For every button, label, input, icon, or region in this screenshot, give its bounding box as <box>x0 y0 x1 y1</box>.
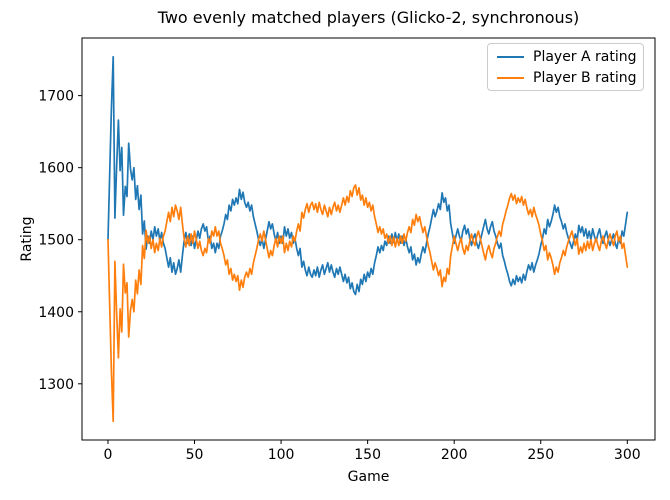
player-a-line-swatch <box>497 55 524 58</box>
axes-spines <box>81 37 656 441</box>
x-tick-label: 50 <box>186 447 204 463</box>
x-tick-label: 100 <box>268 447 295 463</box>
y-tick-label: 1500 <box>38 233 74 249</box>
player-b-line-swatch <box>497 76 524 79</box>
y-axis-label: Rating <box>19 216 35 262</box>
chart-title: Two evenly matched players (Glicko-2, sy… <box>157 8 580 27</box>
legend-entry-player-a: Player A rating <box>497 49 643 65</box>
legend: Player A rating Player B rating <box>487 43 644 91</box>
x-tick-label: 0 <box>104 447 113 463</box>
series-line-player-a <box>107 55 629 296</box>
x-tick-label: 300 <box>614 447 641 463</box>
x-tick-label: 200 <box>441 447 468 463</box>
y-tick-label: 1300 <box>38 377 74 393</box>
y-tick-label: 1700 <box>38 89 74 105</box>
x-tick-label: 150 <box>354 447 381 463</box>
series-line-player-b <box>107 184 629 423</box>
legend-label-player-a: Player A rating <box>533 48 637 65</box>
x-tick-label: 250 <box>527 447 554 463</box>
x-axis-label: Game <box>347 469 390 485</box>
y-tick-label: 1600 <box>38 161 74 177</box>
y-tick-label: 1400 <box>38 305 74 321</box>
legend-label-player-b: Player B rating <box>533 69 637 86</box>
legend-entry-player-b: Player B rating <box>497 70 643 86</box>
